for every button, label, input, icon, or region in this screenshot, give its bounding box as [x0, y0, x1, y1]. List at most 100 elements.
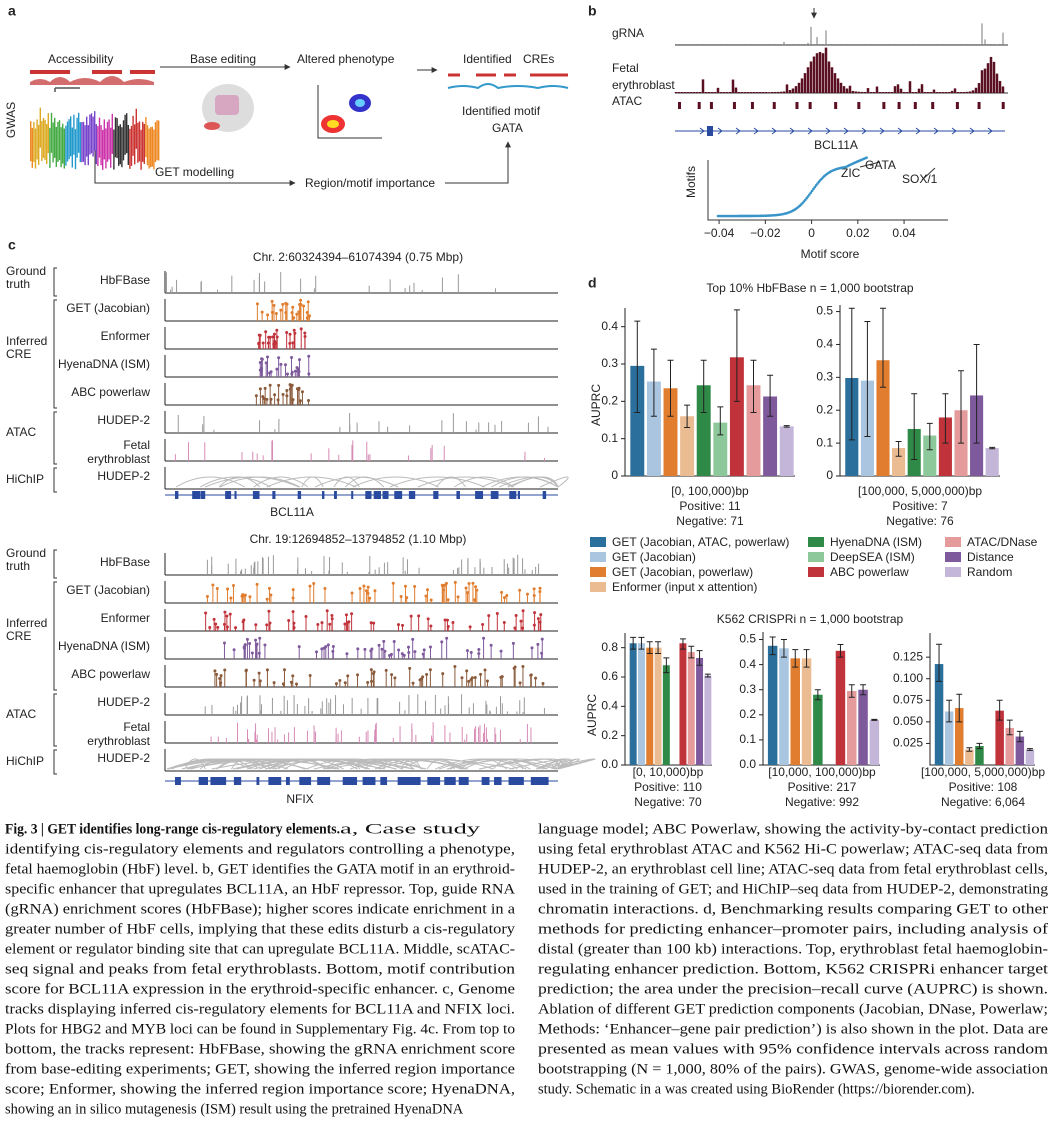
track-dot — [330, 617, 334, 621]
error-bar — [996, 699, 1003, 721]
manhattan-bar — [113, 129, 115, 170]
track-dot — [377, 643, 381, 647]
label: Enformer — [101, 611, 150, 625]
track-dot — [445, 618, 449, 622]
track-dot — [274, 312, 278, 316]
bar — [663, 388, 678, 476]
label: ATAC — [6, 425, 37, 439]
track-dot — [254, 623, 258, 627]
manhattan-bar — [116, 118, 118, 159]
bracket — [53, 267, 57, 297]
gene-strand — [753, 127, 759, 135]
track-dot — [291, 674, 295, 678]
bracket — [53, 693, 57, 747]
track-dot — [266, 313, 270, 317]
legend-label: ATAC/DNase — [967, 535, 1038, 549]
track-dot — [396, 623, 400, 627]
error-bar — [783, 425, 790, 428]
exon — [210, 777, 227, 785]
track-dot — [293, 369, 297, 373]
track-dot — [460, 676, 464, 680]
caption-line: regulating enhancer prediction. Bottom, … — [538, 961, 1048, 977]
track-dot — [331, 649, 335, 653]
track-dot — [502, 620, 506, 624]
track-dot — [268, 383, 272, 387]
track-dot — [263, 386, 267, 390]
label: truth — [6, 559, 30, 573]
manhattan-bar — [39, 107, 41, 148]
bracket — [53, 581, 57, 691]
track-dot — [223, 610, 227, 614]
gene-strand — [789, 127, 795, 135]
exon — [252, 491, 260, 499]
manhattan-bar — [132, 115, 134, 156]
manhattan-bar — [49, 127, 51, 168]
track-dot — [265, 597, 269, 601]
bar — [876, 360, 890, 476]
track-dot — [345, 652, 349, 656]
bar — [934, 664, 944, 765]
x-label: Negative: 71 — [676, 514, 744, 528]
track-dot — [445, 636, 449, 640]
panel-letter: a — [8, 3, 16, 19]
track-dot — [331, 644, 335, 648]
label: gRNA — [612, 26, 644, 40]
bar — [801, 658, 812, 765]
hichip-arc — [328, 758, 514, 770]
y-tick-label: 0.050 — [893, 714, 923, 728]
caption-line: showing an in silico mutagenesis (ISM) r… — [5, 1101, 464, 1117]
hichip-arc — [435, 476, 467, 488]
label: BCL11A — [814, 138, 858, 152]
track-dot — [368, 596, 372, 600]
track-dot — [248, 595, 252, 599]
caption-line: tracks displaying inferred cis-regulator… — [5, 1001, 515, 1017]
motif-point — [808, 193, 811, 196]
label: GATA — [492, 121, 523, 135]
error-bar — [814, 689, 821, 701]
hichip-arc — [315, 476, 399, 488]
gene-strand — [843, 127, 849, 135]
exon — [225, 491, 232, 499]
track-dot — [391, 581, 395, 585]
track-dot — [260, 310, 264, 314]
track-dot — [213, 669, 217, 673]
manhattan-bar — [47, 113, 49, 154]
error-bar — [667, 359, 674, 417]
track-dot — [291, 610, 295, 614]
label: HyenaDNA (ISM) — [58, 357, 150, 371]
error-bar — [700, 359, 707, 414]
label: Altered phenotype — [297, 52, 395, 66]
y-tick-label: 0.3 — [816, 370, 833, 384]
track-dot — [250, 651, 254, 655]
hichip-arc — [205, 476, 300, 488]
manhattan-bar — [82, 121, 85, 162]
track-dot — [393, 676, 397, 680]
track-dot — [387, 654, 391, 658]
x-label: [100,000, 5,000,000)bp — [921, 765, 1045, 779]
exon — [317, 777, 331, 785]
atac-peak — [882, 102, 886, 109]
atac-peak — [1001, 102, 1005, 109]
exon — [427, 777, 441, 785]
track-dot — [252, 678, 256, 682]
legend-swatch — [945, 567, 961, 577]
manhattan-bar — [81, 122, 83, 163]
manhattan-bar — [92, 116, 94, 157]
track-dot — [453, 664, 457, 668]
x-tick-label: −0.04 — [704, 226, 735, 240]
bracket — [53, 299, 57, 409]
label: CREs — [523, 52, 554, 66]
label: NFIX — [286, 792, 313, 806]
exon — [540, 777, 549, 785]
track-dot — [421, 675, 425, 679]
manhattan-bar — [87, 125, 89, 166]
track-dot — [511, 641, 515, 645]
x-tick-label: 0.04 — [892, 226, 916, 240]
track-dot — [307, 354, 311, 358]
legend-swatch — [808, 567, 824, 577]
track-dot — [362, 584, 366, 588]
track-dot — [242, 618, 246, 622]
bar — [629, 643, 637, 765]
manhattan-bar — [103, 119, 105, 160]
track-dot — [218, 677, 222, 681]
